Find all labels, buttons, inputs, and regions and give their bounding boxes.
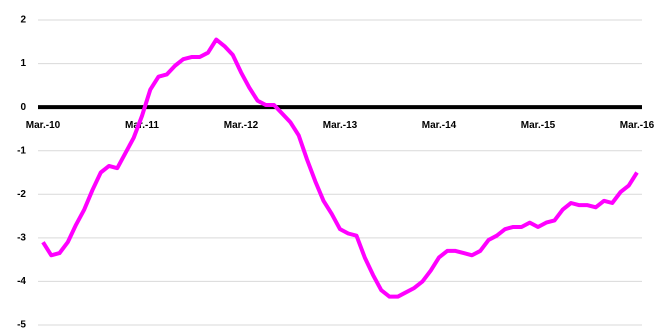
y-tick-label: -3 bbox=[17, 232, 26, 243]
y-tick-label: 2 bbox=[20, 15, 26, 26]
data-line bbox=[41, 37, 639, 299]
x-tick-label: Mar.-13 bbox=[323, 120, 358, 131]
y-tick-label: -4 bbox=[17, 276, 26, 287]
y-tick-label: -1 bbox=[17, 145, 26, 156]
x-tick-label: Mar.-14 bbox=[422, 120, 457, 131]
x-tick-label: Mar.-11 bbox=[125, 120, 159, 131]
x-tick-label: Mar.-15 bbox=[521, 120, 556, 131]
x-tick-label: Mar.-16 bbox=[620, 120, 655, 131]
y-tick-label: -5 bbox=[17, 320, 26, 331]
x-tick-label: Mar.-10 bbox=[26, 120, 61, 131]
y-tick-label: 0 bbox=[20, 102, 26, 113]
x-tick-label: Mar.-12 bbox=[224, 120, 259, 131]
y-tick-label: -2 bbox=[17, 189, 26, 200]
y-tick-label: 1 bbox=[20, 58, 26, 69]
